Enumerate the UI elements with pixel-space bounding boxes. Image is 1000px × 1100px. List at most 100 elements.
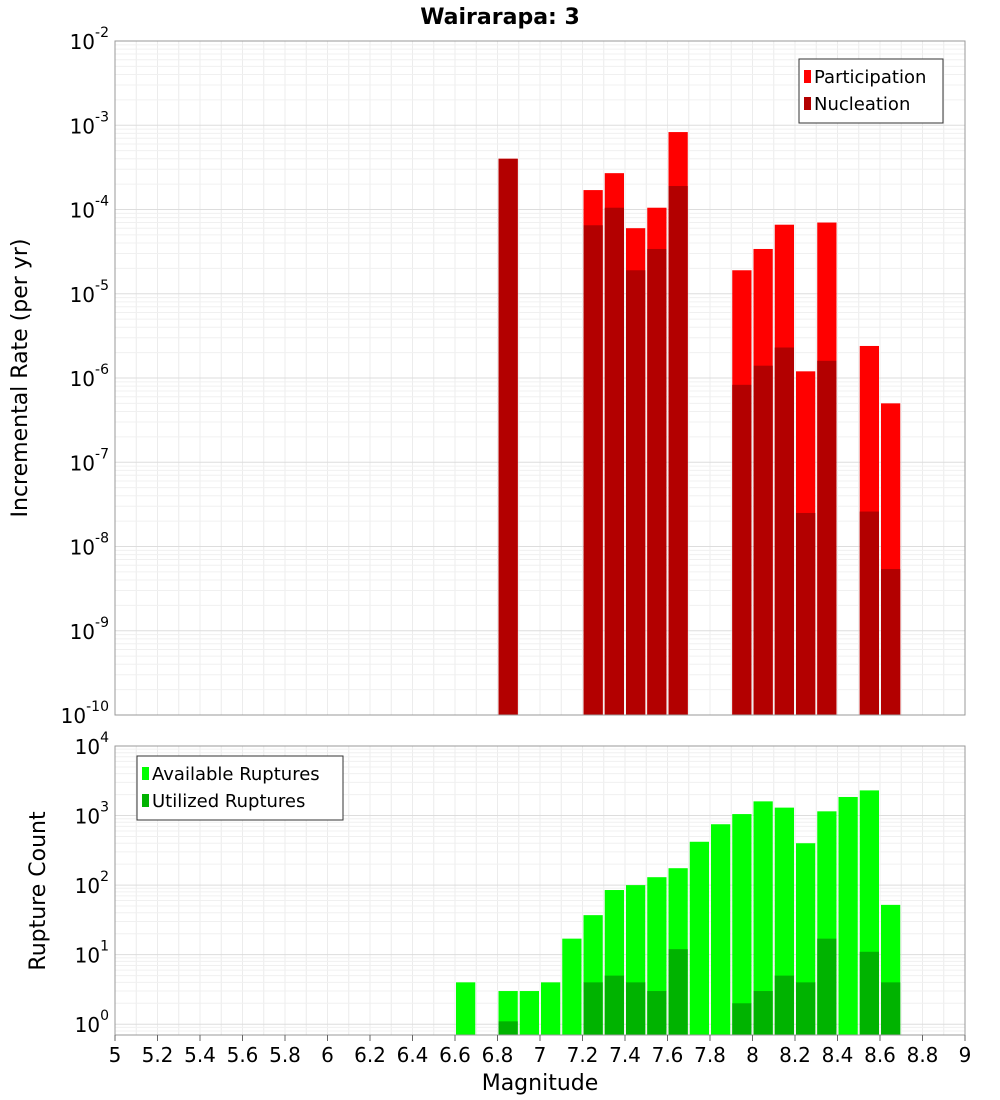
bar-utilized-ruptures: [753, 991, 773, 1035]
y-tick-label: 10-8: [70, 531, 109, 560]
y-tick-label: 103: [75, 800, 109, 829]
bar-utilized-ruptures: [668, 949, 688, 1035]
y-tick-base: 10: [70, 536, 95, 560]
bar-nucleation: [732, 384, 752, 715]
legend-swatch: [142, 794, 149, 807]
bar-utilized-ruptures: [796, 982, 816, 1035]
bar-nucleation: [583, 225, 603, 715]
legend-entry: Participation: [814, 67, 926, 88]
x-tick-label: 6.8: [482, 1043, 514, 1067]
y-tick-label: 10-2: [70, 25, 109, 54]
x-tick-label: 7.8: [694, 1043, 726, 1067]
x-tick-label: 7.2: [567, 1043, 599, 1067]
bar-available-ruptures: [456, 982, 476, 1035]
bar-nucleation: [817, 360, 837, 715]
y-tick-base: 10: [70, 30, 95, 54]
legend-entry: Nucleation: [814, 94, 910, 115]
magnitude-x-tick-labels: 5 5.2 5.4 5.6 5.8 6 6.2 6.4 6.6 6.8 7 7.2 7.4 7.6 7.8 8…: [109, 1035, 972, 1067]
bar-utilized-ruptures: [732, 1003, 752, 1035]
y-tick-base: 10: [70, 451, 95, 475]
y-tick-label: 101: [75, 939, 109, 968]
y-tick-base: 10: [75, 735, 100, 759]
bar-utilized-ruptures: [881, 982, 901, 1035]
y-tick-base: 10: [70, 620, 95, 644]
bar-nucleation: [859, 511, 879, 715]
bar-nucleation: [796, 512, 816, 715]
bar-utilized-ruptures: [583, 982, 603, 1035]
y-tick-exponent: -8: [95, 531, 109, 547]
y-tick-exponent: -3: [95, 109, 109, 125]
bar-utilized-ruptures: [817, 938, 837, 1035]
x-tick-label: 6.4: [397, 1043, 429, 1067]
bar-available-ruptures: [753, 801, 773, 1035]
legend-entry: Utilized Ruptures: [152, 791, 305, 812]
bar-available-ruptures: [541, 982, 561, 1035]
y-tick-exponent: -4: [95, 194, 109, 210]
y-tick-exponent: -10: [86, 699, 109, 715]
bar-utilized-ruptures: [626, 982, 646, 1035]
bar-utilized-ruptures: [604, 975, 624, 1035]
y-tick-exponent: -5: [95, 278, 109, 294]
rate-grid: [114, 41, 966, 716]
y-tick-base: 10: [70, 367, 95, 391]
bar-available-ruptures: [562, 938, 582, 1035]
y-tick-label: 10-4: [70, 194, 110, 223]
x-tick-label: 8.2: [779, 1043, 811, 1067]
bar-nucleation: [498, 158, 518, 716]
x-axis-label: Magnitude: [482, 1071, 599, 1096]
bar-nucleation: [881, 569, 901, 715]
count-y-axis-label: Rupture Count: [26, 811, 51, 971]
y-tick-label: 10-10: [61, 699, 109, 728]
y-tick-exponent: 2: [100, 869, 109, 885]
y-tick-base: 10: [75, 1013, 100, 1037]
utilized-ruptures-bars: [498, 938, 901, 1035]
x-tick-label: 8.8: [907, 1043, 939, 1067]
x-tick-label: 8.6: [864, 1043, 896, 1067]
y-tick-base: 10: [70, 114, 95, 138]
bar-available-ruptures: [732, 814, 752, 1035]
y-tick-exponent: -9: [95, 615, 109, 631]
x-tick-label: 5.2: [142, 1043, 174, 1067]
y-tick-exponent: -2: [95, 25, 109, 41]
bar-available-ruptures: [838, 796, 858, 1035]
x-tick-label: 7.6: [652, 1043, 684, 1067]
x-tick-label: 6.2: [354, 1043, 386, 1067]
y-tick-label: 10-7: [70, 446, 109, 475]
bar-nucleation: [626, 270, 646, 715]
y-tick-exponent: 0: [100, 1008, 109, 1024]
bar-nucleation: [753, 365, 773, 715]
y-tick-label: 10-3: [70, 109, 109, 138]
count-legend: Available Ruptures Utilized Ruptures: [136, 755, 344, 821]
legend-entry: Available Ruptures: [152, 764, 320, 785]
bar-utilized-ruptures: [859, 951, 879, 1035]
y-tick-exponent: 1: [100, 939, 109, 955]
x-tick-label: 9: [959, 1043, 972, 1067]
y-tick-label: 104: [75, 730, 109, 759]
bar-utilized-ruptures: [774, 975, 794, 1035]
bar-available-ruptures: [689, 841, 709, 1035]
x-tick-label: 6: [321, 1043, 334, 1067]
x-tick-label: 5: [109, 1043, 122, 1067]
x-tick-label: 8.4: [822, 1043, 854, 1067]
bar-nucleation: [774, 347, 794, 715]
y-tick-exponent: -7: [95, 446, 109, 462]
bar-nucleation: [647, 248, 667, 715]
y-tick-base: 10: [70, 283, 95, 307]
x-tick-label: 7.4: [609, 1043, 641, 1067]
legend-box: [798, 58, 944, 124]
bar-nucleation: [668, 186, 688, 715]
x-tick-label: 5.8: [269, 1043, 301, 1067]
rate-legend: Participation Nucleation: [798, 58, 944, 124]
y-tick-label: 100: [75, 1008, 109, 1037]
y-tick-base: 10: [70, 199, 95, 223]
x-tick-label: 5.6: [227, 1043, 259, 1067]
legend-swatch: [142, 767, 149, 780]
bar-nucleation: [604, 207, 624, 716]
rate-plot-frame: [114, 40, 966, 716]
bar-available-ruptures: [711, 824, 731, 1035]
legend-box: [136, 755, 344, 821]
y-tick-exponent: -6: [95, 362, 109, 378]
